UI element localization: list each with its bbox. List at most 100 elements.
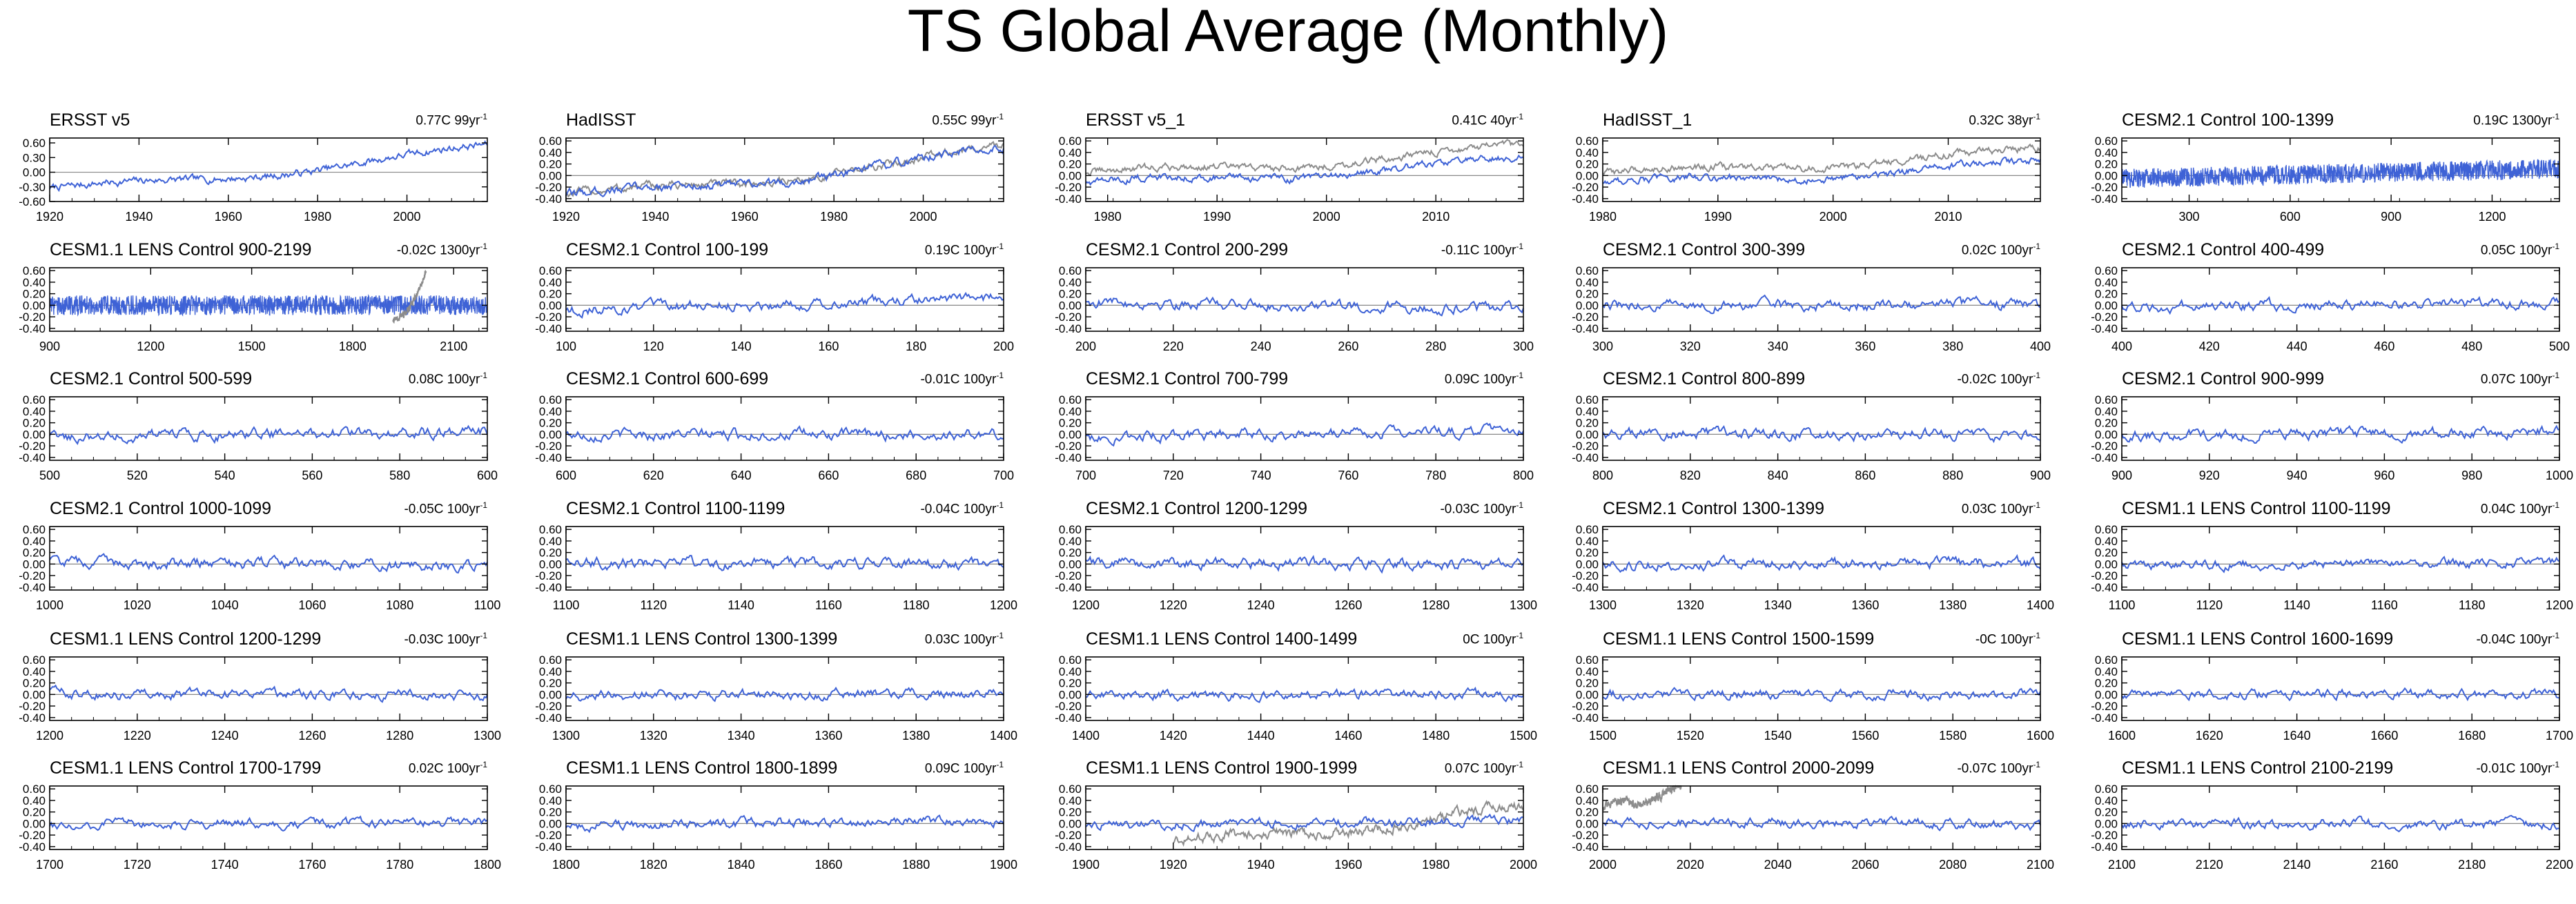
plot-frame: [565, 785, 1004, 850]
x-tick-label: 1120: [640, 598, 667, 612]
trend-value: 0.02C 100yr: [1961, 243, 2033, 258]
x-tick-label: 1800: [552, 858, 580, 872]
x-tick-label: 2000: [1589, 858, 1617, 872]
panel-title: CESM1.1 LENS Control 1300-1399: [566, 629, 838, 649]
y-tick-label: 0.00: [1576, 169, 1599, 182]
model-series-line: [1085, 813, 1524, 832]
y-tick-label: 0.00: [23, 817, 46, 830]
x-tick-label: 1220: [124, 729, 151, 743]
trend-value: -0.05C 100yr: [404, 502, 480, 517]
panel-trend: 0.77C 99yr-1: [416, 112, 487, 128]
trend-value: -0.07C 100yr: [1957, 761, 2033, 776]
panel-trend: 0.03C 100yr-1: [925, 631, 1004, 647]
x-tick-label: 400: [2030, 340, 2051, 353]
panel-trend: -0.01C 100yr-1: [2476, 760, 2559, 776]
panel-title: CESM1.1 LENS Control 1200-1299: [50, 629, 322, 649]
y-tick-label: 0.00: [23, 166, 46, 179]
x-tick-label: 1640: [2283, 729, 2311, 743]
x-tick-label: 100: [556, 340, 576, 353]
y-tick-label: 0.00: [23, 299, 46, 312]
overlay-series-line: [49, 139, 488, 193]
y-tick-label: -0.40: [2091, 451, 2118, 464]
x-tick-label: 200: [1075, 340, 1096, 353]
chart-panel: CESM2.1 Control 400-499 0.05C 100yr-1 0.60…: [2074, 233, 2573, 359]
trend-unit: -1: [480, 371, 487, 380]
model-series-line: [49, 684, 488, 703]
y-tick-label: 0.00: [23, 428, 46, 441]
model-series-line: [1086, 296, 1524, 317]
y-tick-label: 0.60: [1576, 264, 1599, 277]
x-tick-label: 620: [643, 469, 664, 482]
panel-title: CESM2.1 Control 800-899: [1603, 369, 1806, 389]
y-tick-label: -0.40: [535, 322, 562, 335]
x-tick-label: 540: [215, 469, 235, 482]
overlay-series-line: [392, 269, 427, 324]
x-tick-label: 1740: [211, 858, 239, 872]
x-tick-label: 1960: [1334, 858, 1362, 872]
x-tick-label: 1500: [238, 340, 266, 353]
x-tick-label: 1100: [474, 598, 501, 612]
chart-panel: CESM2.1 Control 100-199 0.19C 100yr-1 0.60…: [518, 233, 1017, 359]
y-tick-label: 0.20: [1059, 158, 1082, 171]
y-tick-label: -0.20: [19, 440, 46, 453]
x-tick-label: 1380: [902, 729, 930, 743]
panel-plot: 0.600.400.200.00-0.20-0.40 600 620 640 660 68…: [535, 393, 1014, 482]
chart-panel: CESM1.1 LENS Control 1600-1699 -0.04C 100…: [2074, 622, 2573, 748]
panel-title: CESM2.1 Control 1200-1299: [1086, 499, 1308, 518]
panel-plot: 0.600.400.200.00-0.20-0.40 400 420 440 460 48…: [2091, 264, 2570, 353]
panel-plot: 0.600.400.200.00-0.20-0.40 2000 2020 2040 20…: [1572, 783, 2054, 872]
y-tick-label: 0.00: [539, 817, 562, 830]
panel-title: CESM2.1 Control 400-499: [2122, 240, 2325, 259]
x-tick-label: 2040: [1764, 858, 1792, 872]
y-tick-label: 0.20: [539, 417, 562, 430]
x-tick-label: 460: [2374, 340, 2394, 353]
trend-value: -0.02C 100yr: [1957, 372, 2033, 387]
x-tick-label: 1200: [2546, 598, 2573, 612]
chart-panel: ERSST v5 0.77C 99yr-1 0.60 0.30 0.00 -0.30 -0.…: [1, 104, 501, 229]
x-tick-label: 1800: [474, 858, 501, 872]
panel-plot: 0.600.400.200.00-0.20-0.40 1200 1220 1240 12…: [1055, 523, 1537, 612]
panel-title: HadISST: [566, 110, 636, 130]
x-tick-label: 2100: [2108, 858, 2136, 872]
y-tick-label: 0.00: [1059, 428, 1082, 441]
x-tick-label: 1000: [36, 598, 64, 612]
x-tick-label: 1860: [814, 858, 842, 872]
overlay-series-line: [1173, 800, 1524, 847]
trend-value: 0.08C 100yr: [408, 372, 480, 387]
plot-frame: [1602, 396, 2041, 461]
y-tick-label: -0.20: [1055, 181, 1082, 194]
trend-unit: -1: [2552, 371, 2559, 380]
y-tick-label: 0.30: [23, 151, 46, 164]
panel-title: CESM1.1 LENS Control 900-2199: [50, 240, 312, 259]
x-tick-label: 1040: [211, 598, 239, 612]
y-tick-label: -0.40: [19, 322, 46, 335]
trend-value: 0.77C 99yr: [416, 113, 480, 128]
plot-frame: [1085, 396, 1524, 461]
x-tick-label: 1400: [2027, 598, 2054, 612]
x-tick-label: 1880: [902, 858, 930, 872]
y-tick-label: 0.00: [1576, 558, 1599, 571]
x-tick-label: 1990: [1704, 210, 1732, 224]
trend-unit: -1: [480, 500, 487, 510]
y-tick-label: 0.40: [1059, 794, 1082, 807]
trend-unit: -1: [2033, 242, 2040, 251]
x-tick-label: 1680: [2458, 729, 2486, 743]
x-tick-label: 1980: [1422, 858, 1450, 872]
trend-value: -0.03C 100yr: [404, 632, 480, 647]
x-tick-label: 440: [2287, 340, 2307, 353]
x-tick-label: 1600: [2108, 729, 2136, 743]
panel-trend: -0.03C 100yr-1: [1440, 500, 1523, 517]
trend-unit: -1: [2552, 500, 2559, 510]
x-tick-label: 820: [1680, 469, 1701, 482]
trend-unit: -1: [1516, 371, 1523, 380]
y-tick-label: -0.20: [535, 700, 562, 713]
x-tick-label: 2010: [1422, 210, 1450, 224]
y-tick-label: 0.00: [1576, 688, 1599, 701]
y-tick-label: -0.40: [2091, 711, 2118, 725]
y-tick-label: 0.20: [2095, 677, 2118, 690]
x-tick-label: 1420: [1160, 729, 1187, 743]
x-tick-label: 600: [477, 469, 498, 482]
panel-title: CESM1.1 LENS Control 2000-2099: [1603, 758, 1875, 778]
x-tick-label: 1940: [641, 210, 669, 224]
model-series-line: [565, 555, 1004, 571]
